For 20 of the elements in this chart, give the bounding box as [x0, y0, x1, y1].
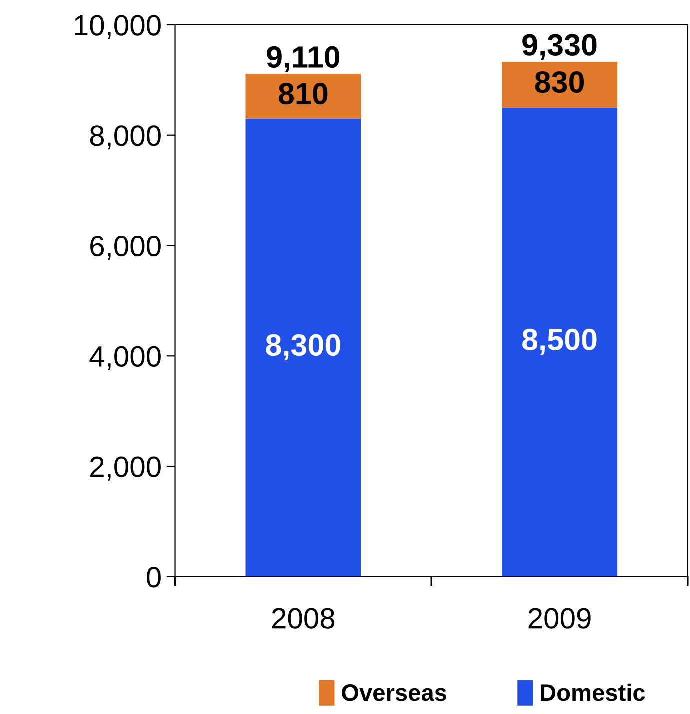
data-label: 8,300: [266, 334, 340, 360]
total-label: 9,330: [522, 34, 597, 60]
data-label: 830: [535, 71, 584, 94]
data-label: 810: [278, 83, 328, 105]
y-tick-label: 10,000: [75, 15, 161, 40]
y-tick-label: 2,000: [90, 456, 161, 481]
bar: [502, 108, 618, 577]
bar: [502, 62, 618, 108]
legend-label: Overseas: [342, 684, 447, 702]
y-tick-label: 0: [146, 567, 161, 588]
y-tick-label: 6,000: [90, 236, 161, 260]
y-tick-label: 4,000: [90, 346, 161, 370]
x-tick-label: 2008: [272, 608, 335, 629]
bar: [246, 74, 362, 119]
legend-label: Domestic: [541, 684, 646, 702]
y-tick-label: 8,000: [90, 126, 161, 150]
x-tick-label: 2009: [528, 608, 591, 629]
bar: [246, 118, 362, 577]
total-label: 9,110: [267, 46, 340, 72]
data-label: 8,500: [522, 328, 597, 355]
